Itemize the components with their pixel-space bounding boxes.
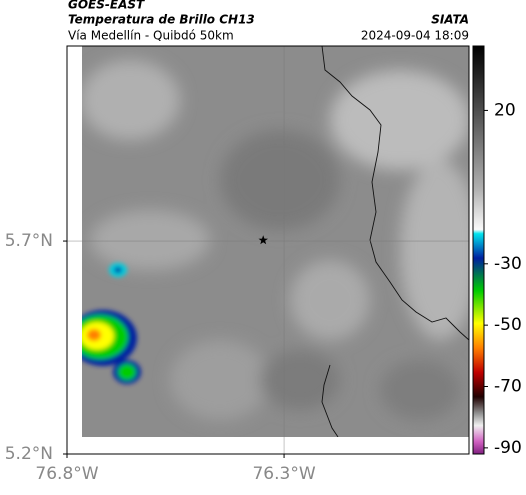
colorbar	[472, 45, 485, 455]
colorbar-tick-label: -30	[494, 254, 522, 274]
location-marker	[258, 235, 268, 245]
colorbar-tick-label: -70	[494, 377, 522, 397]
colorbar-tick-label: -50	[494, 315, 522, 335]
lon-tick-label: 76.3°W	[252, 464, 315, 484]
satellite-image	[82, 46, 469, 437]
datetime: 2024-09-04 18:09	[361, 29, 469, 43]
lon-tick-label: 76.8°W	[35, 464, 98, 484]
map-frame	[66, 45, 470, 455]
colorbar-tick-label: 20	[494, 100, 516, 120]
source: SIATA	[431, 13, 469, 27]
region: Vía Medellín - Quibdó 50km	[68, 29, 234, 43]
colorbar-tick-label: -90	[494, 438, 522, 458]
satellite: GOES-EAST	[68, 0, 145, 12]
lat-tick-label: 5.2°N	[5, 444, 53, 464]
lat-tick-label: 5.7°N	[5, 231, 53, 251]
product: Temperatura de Brillo CH13	[68, 13, 255, 27]
